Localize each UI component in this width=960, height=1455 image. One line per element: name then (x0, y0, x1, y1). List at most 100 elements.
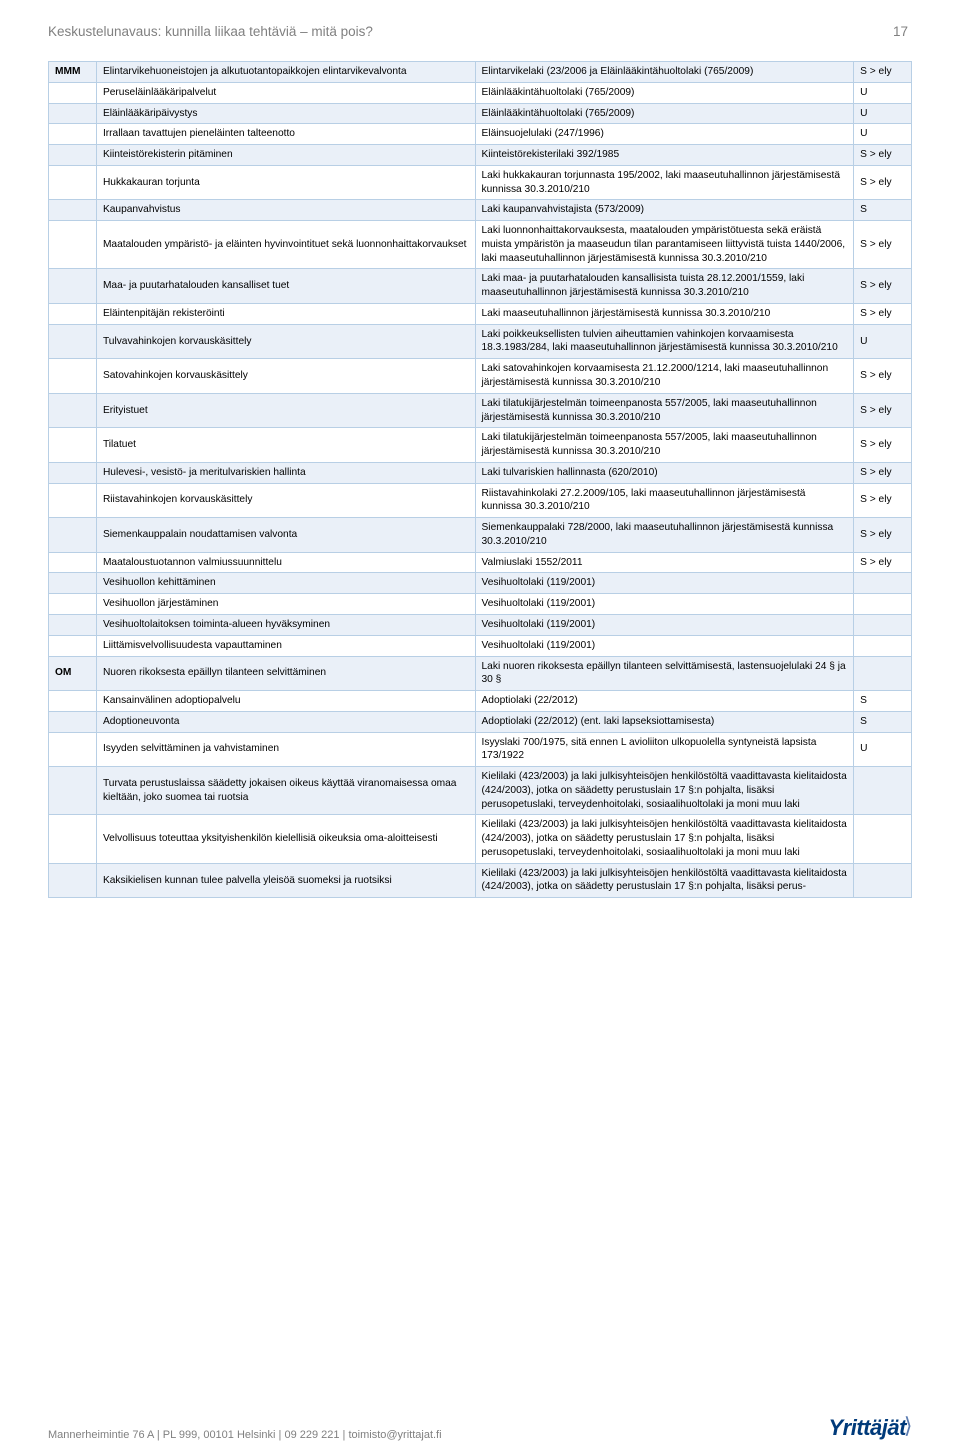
ministry-cell (49, 221, 97, 269)
task-cell: Riistavahinkojen korvauskäsittely (96, 483, 475, 518)
task-cell: Satovahinkojen korvauskäsittely (96, 359, 475, 394)
law-cell: Eläinlääkintähuoltolaki (765/2009) (475, 82, 854, 103)
law-cell: Adoptiolaki (22/2012) (475, 691, 854, 712)
task-cell: Vesihuoltolaitoksen toiminta-alueen hyvä… (96, 614, 475, 635)
task-cell: Peruseläinlääkäripalvelut (96, 82, 475, 103)
task-cell: Maataloustuotannon valmiussuunnittelu (96, 552, 475, 573)
ministry-cell (49, 863, 97, 898)
table-row: EläinlääkäripäivystysEläinlääkintähuolto… (49, 103, 912, 124)
task-cell: Kaupanvahvistus (96, 200, 475, 221)
task-cell: Isyyden selvittäminen ja vahvistaminen (96, 732, 475, 767)
code-cell: S > ely (854, 428, 912, 463)
code-cell: S > ely (854, 359, 912, 394)
ministry-cell (49, 483, 97, 518)
code-cell: S > ely (854, 303, 912, 324)
law-cell: Kielilaki (423/2003) ja laki julkisyhtei… (475, 767, 854, 815)
code-cell (854, 815, 912, 863)
task-cell: Erityistuet (96, 393, 475, 428)
law-cell: Siemenkauppalaki 728/2000, laki maaseutu… (475, 518, 854, 553)
task-cell: Maa- ja puutarhatalouden kansalliset tue… (96, 269, 475, 304)
law-cell: Isyyslaki 700/1975, sitä ennen L aviolii… (475, 732, 854, 767)
table-row: Kiinteistörekisterin pitäminenKiinteistö… (49, 145, 912, 166)
table-row: Satovahinkojen korvauskäsittelyLaki sato… (49, 359, 912, 394)
law-cell: Laki poikkeuksellisten tulvien aiheuttam… (475, 324, 854, 359)
code-cell (854, 863, 912, 898)
task-cell: Eläintenpitäjän rekisteröinti (96, 303, 475, 324)
code-cell: S > ely (854, 393, 912, 428)
task-cell: Vesihuollon järjestäminen (96, 594, 475, 615)
ministry-cell (49, 82, 97, 103)
code-cell: S > ely (854, 462, 912, 483)
law-cell: Valmiuslaki 1552/2011 (475, 552, 854, 573)
table-row: AdoptioneuvontaAdoptiolaki (22/2012) (en… (49, 711, 912, 732)
table-row: Vesihuollon kehittäminenVesihuoltolaki (… (49, 573, 912, 594)
table-row: OMNuoren rikoksesta epäillyn tilanteen s… (49, 656, 912, 691)
code-cell: S > ely (854, 165, 912, 200)
tasks-table: MMMElintarvikehuoneistojen ja alkutuotan… (48, 61, 912, 898)
code-cell (854, 573, 912, 594)
table-row: Riistavahinkojen korvauskäsittelyRiistav… (49, 483, 912, 518)
footer-text: Mannerheimintie 76 A | PL 999, 00101 Hel… (48, 1429, 442, 1441)
task-cell: Eläinlääkäripäivystys (96, 103, 475, 124)
ministry-cell (49, 324, 97, 359)
ministry-cell (49, 573, 97, 594)
table-row: Kansainvälinen adoptiopalveluAdoptiolaki… (49, 691, 912, 712)
code-cell: S > ely (854, 518, 912, 553)
ministry-cell (49, 518, 97, 553)
ministry-cell (49, 691, 97, 712)
law-cell: Eläinlääkintähuoltolaki (765/2009) (475, 103, 854, 124)
code-cell: S > ely (854, 269, 912, 304)
table-row: Vesihuollon järjestäminenVesihuoltolaki … (49, 594, 912, 615)
ministry-cell (49, 303, 97, 324)
law-cell: Vesihuoltolaki (119/2001) (475, 635, 854, 656)
law-cell: Elintarvikelaki (23/2006 ja Eläinlääkint… (475, 62, 854, 83)
code-cell (854, 614, 912, 635)
ministry-cell (49, 124, 97, 145)
table-row: Hukkakauran torjuntaLaki hukkakauran tor… (49, 165, 912, 200)
ministry-cell (49, 269, 97, 304)
code-cell: U (854, 82, 912, 103)
table-row: ErityistuetLaki tilatukijärjestelmän toi… (49, 393, 912, 428)
law-cell: Laki tulvariskien hallinnasta (620/2010) (475, 462, 854, 483)
ministry-cell (49, 103, 97, 124)
ministry-cell (49, 635, 97, 656)
ministry-cell: MMM (49, 62, 97, 83)
law-cell: Laki satovahinkojen korvaamisesta 21.12.… (475, 359, 854, 394)
table-row: Velvollisuus toteuttaa yksityishenkilön … (49, 815, 912, 863)
table-row: Maatalouden ympäristö- ja eläinten hyvin… (49, 221, 912, 269)
table-row: Isyyden selvittäminen ja vahvistaminenIs… (49, 732, 912, 767)
ministry-cell (49, 359, 97, 394)
ministry-cell (49, 594, 97, 615)
table-row: Tulvavahinkojen korvauskäsittelyLaki poi… (49, 324, 912, 359)
logo-arc-icon: ⟩ (904, 1413, 912, 1439)
page-number: 17 (893, 24, 912, 39)
table-row: Irrallaan tavattujen pieneläinten taltee… (49, 124, 912, 145)
table-row: Kaksikielisen kunnan tulee palvella ylei… (49, 863, 912, 898)
law-cell: Laki maa- ja puutarhatalouden kansallisi… (475, 269, 854, 304)
ministry-cell (49, 428, 97, 463)
code-cell: S > ely (854, 483, 912, 518)
task-cell: Kaksikielisen kunnan tulee palvella ylei… (96, 863, 475, 898)
task-cell: Nuoren rikoksesta epäillyn tilanteen sel… (96, 656, 475, 691)
law-cell: Vesihuoltolaki (119/2001) (475, 594, 854, 615)
code-cell: S > ely (854, 221, 912, 269)
task-cell: Turvata perustuslaissa säädetty jokaisen… (96, 767, 475, 815)
code-cell: S (854, 200, 912, 221)
law-cell: Laki hukkakauran torjunnasta 195/2002, l… (475, 165, 854, 200)
code-cell: S (854, 711, 912, 732)
table-row: Turvata perustuslaissa säädetty jokaisen… (49, 767, 912, 815)
ministry-cell (49, 200, 97, 221)
task-cell: Vesihuollon kehittäminen (96, 573, 475, 594)
ministry-cell (49, 552, 97, 573)
code-cell (854, 594, 912, 615)
ministry-cell (49, 393, 97, 428)
task-cell: Kansainvälinen adoptiopalvelu (96, 691, 475, 712)
table-row: KaupanvahvistusLaki kaupanvahvistajista … (49, 200, 912, 221)
ministry-cell (49, 711, 97, 732)
law-cell: Eläinsuojelulaki (247/1996) (475, 124, 854, 145)
task-cell: Irrallaan tavattujen pieneläinten taltee… (96, 124, 475, 145)
law-cell: Kielilaki (423/2003) ja laki julkisyhtei… (475, 815, 854, 863)
law-cell: Laki kaupanvahvistajista (573/2009) (475, 200, 854, 221)
law-cell: Vesihuoltolaki (119/2001) (475, 614, 854, 635)
page-footer: Mannerheimintie 76 A | PL 999, 00101 Hel… (48, 1415, 912, 1441)
